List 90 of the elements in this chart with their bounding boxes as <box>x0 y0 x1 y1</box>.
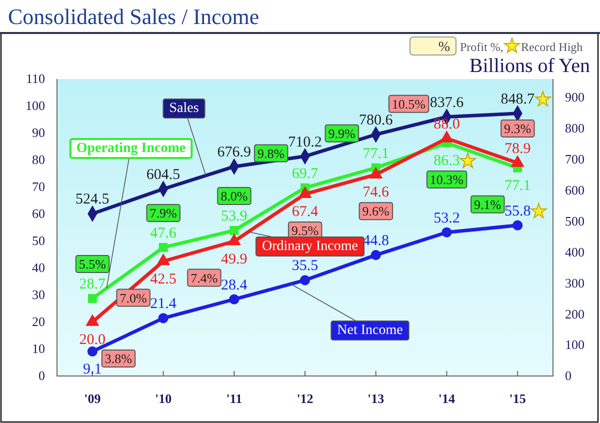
y2-tick-label: 800 <box>565 120 584 136</box>
point <box>512 220 523 230</box>
chart-title: Consolidated Sales / Income <box>8 4 260 29</box>
y-tick-label: 50 <box>32 233 45 248</box>
y-tick-label: 60 <box>32 206 45 222</box>
text: Sales <box>169 101 199 116</box>
data-label: 604.5 <box>146 166 180 183</box>
data-label: 78.9 <box>504 140 531 157</box>
data-label: 53.9 <box>221 208 248 224</box>
annotation: 10.5% <box>392 96 426 112</box>
point <box>300 275 310 286</box>
data-label: 848.7 <box>500 91 535 108</box>
y2-tick-label: 700 <box>565 152 584 167</box>
annotation: 5.5% <box>78 256 106 272</box>
data-label: 780.6 <box>358 112 394 128</box>
text: Net Income <box>337 323 403 338</box>
point <box>370 250 381 260</box>
y-tick-label: 90 <box>32 125 45 140</box>
annotation: 9.1% <box>474 196 502 212</box>
data-label: 67.4 <box>292 204 319 220</box>
y2-tick-label: 600 <box>565 182 584 198</box>
data-label: 676.9 <box>217 144 252 161</box>
data-label: 28.7 <box>79 276 106 293</box>
y-tick-label: 110 <box>26 71 45 86</box>
y2-tick-label: 900 <box>565 90 584 105</box>
text: Record High <box>521 40 583 54</box>
x-tick-label: '14 <box>438 391 456 406</box>
y2-axis-title: Billions of Yen <box>469 55 590 77</box>
series-label: Ordinary Income <box>262 239 358 254</box>
data-label: 86.3 <box>434 152 460 169</box>
annotation: 9.5% <box>291 223 319 238</box>
y-tick-label: 10 <box>32 341 45 356</box>
data-label: 28.4 <box>221 277 248 294</box>
annotation: 9.6% <box>362 204 390 219</box>
x-tick-label: '12 <box>296 391 314 406</box>
point <box>158 243 168 252</box>
data-label: 77.1 <box>504 178 531 194</box>
data-label: 35.5 <box>292 258 318 274</box>
annotation: 7.9% <box>150 205 177 220</box>
y-tick-label: 20 <box>32 314 45 330</box>
y-tick-label: 30 <box>32 287 45 302</box>
x-tick-label: '15 <box>509 391 526 406</box>
data-label: 9.1 <box>83 361 102 378</box>
y-tick-label: 0 <box>38 368 45 384</box>
y2-tick-label: 300 <box>565 275 584 290</box>
point <box>158 313 168 324</box>
data-label: 53.2 <box>434 210 460 226</box>
data-label: 74.6 <box>362 184 390 201</box>
x-tick-label: '11 <box>226 391 242 406</box>
data-label: 20.0 <box>79 332 106 348</box>
y-tick-label: 100 <box>26 98 45 114</box>
data-label: 44.8 <box>362 233 389 250</box>
text: Operating Income <box>76 141 186 156</box>
annotation: 7.4% <box>190 270 218 286</box>
y2-tick-label: 100 <box>565 337 584 352</box>
annotation: 10.3% <box>430 172 464 187</box>
annotation: 9.8% <box>257 146 285 161</box>
point <box>442 227 452 238</box>
annotation: 3.8% <box>104 351 132 366</box>
y-tick-label: 80 <box>32 152 45 168</box>
y2-tick-label: 0 <box>565 368 572 384</box>
data-label: 49.9 <box>221 251 248 268</box>
x-tick-label: '13 <box>368 391 385 406</box>
y2-tick-label: 200 <box>565 306 584 322</box>
y-tick-label: 40 <box>32 260 45 276</box>
x-tick-label: '10 <box>154 391 172 406</box>
point <box>87 346 98 356</box>
annotation: 9.3% <box>504 120 532 136</box>
data-label: 69.7 <box>292 166 319 182</box>
data-label: 524.5 <box>76 192 110 208</box>
point <box>230 226 239 235</box>
data-label: 47.6 <box>150 225 177 242</box>
data-label: 42.5 <box>150 271 176 288</box>
point <box>229 294 240 304</box>
y-tick-label: 70 <box>32 179 45 194</box>
data-label: 710.2 <box>288 134 322 150</box>
annotation: 8.0% <box>220 188 248 204</box>
data-label: 88.0 <box>434 116 460 132</box>
x-tick-label: '09 <box>84 391 102 406</box>
data-label: 21.4 <box>150 296 177 312</box>
annotation: 7.0% <box>120 290 147 306</box>
text: Profit %, <box>460 40 504 54</box>
y2-tick-label: 400 <box>565 244 584 260</box>
text: % <box>438 40 450 55</box>
y2-tick-label: 500 <box>565 213 584 228</box>
annotation: 9.9% <box>328 126 356 141</box>
data-label: 837.6 <box>430 94 464 111</box>
data-label: 55.8 <box>504 203 531 220</box>
point <box>88 294 97 303</box>
data-label: 77.1 <box>362 146 389 162</box>
